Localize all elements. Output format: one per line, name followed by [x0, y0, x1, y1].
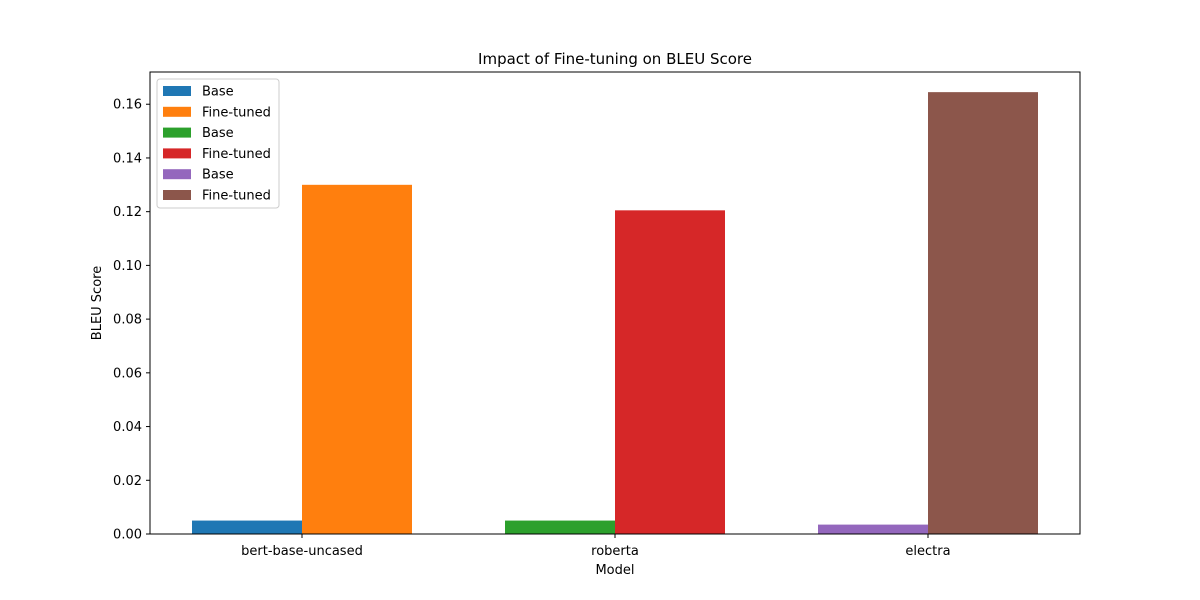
legend-swatch — [163, 106, 191, 117]
bar-electra-fine-tuned — [928, 92, 1038, 534]
y-tick-label: 0.14 — [113, 151, 142, 166]
bar-bert-base-uncased-fine-tuned — [302, 184, 412, 534]
legend-label: Fine-tuned — [202, 105, 271, 120]
plot-area: 0.00 0.02 0.04 0.06 0.08 0.10 0.12 0.14 0.16 bert… — [113, 71, 1081, 559]
chart-title: Impact of Fine-tuning on BLEU Score — [478, 50, 752, 68]
y-tick-label: 0.08 — [113, 313, 142, 328]
y-tick-label: 0.02 — [113, 474, 142, 489]
legend: Base Fine-tuned Base Fine-tuned Base Fine-tun… — [156, 78, 280, 209]
y-axis-title: BLEU Score — [90, 266, 105, 340]
y-tick-label: 0.04 — [113, 420, 142, 435]
legend-label: Base — [202, 126, 234, 141]
x-tick-label: roberta — [591, 544, 639, 559]
legend-swatch — [163, 190, 191, 200]
legend-swatch — [163, 127, 191, 138]
legend-swatch — [163, 86, 191, 96]
y-tick-label: 0.00 — [113, 528, 142, 543]
legend-swatch — [163, 169, 191, 180]
bar-bert-base-uncased-base — [192, 520, 302, 534]
legend-label: Fine-tuned — [202, 189, 271, 204]
legend-swatch — [163, 148, 191, 159]
y-tick-label: 0.12 — [113, 205, 142, 220]
x-tick-label: bert-base-uncased — [241, 544, 363, 559]
y-tick-label: 0.10 — [113, 259, 142, 274]
bar-electra-base — [818, 524, 928, 534]
x-tick-label: electra — [905, 544, 950, 559]
y-tick-label: 0.16 — [113, 98, 142, 113]
x-axis-title: Model — [595, 563, 634, 578]
bar-roberta-base — [505, 520, 615, 534]
legend-label: Base — [202, 85, 234, 100]
legend-label: Fine-tuned — [202, 147, 271, 162]
y-tick-label: 0.06 — [113, 366, 142, 381]
bar-roberta-fine-tuned — [615, 210, 725, 534]
legend-label: Base — [202, 168, 234, 183]
